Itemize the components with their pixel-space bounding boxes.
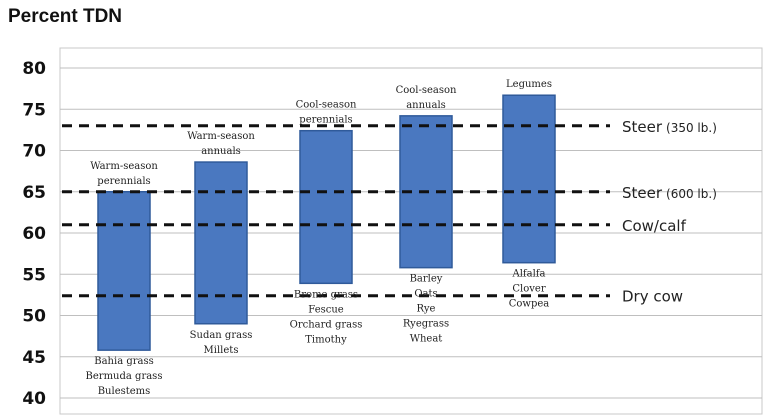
category-top-label: Cool-season <box>296 100 357 111</box>
category-bottom-label: Bermuda grass <box>86 371 163 382</box>
reference-line-label: Steer (600 lb.) <box>622 184 717 202</box>
category-top-label: perennials <box>97 176 150 187</box>
category-top-label: Cool-season <box>396 85 457 96</box>
y-tick-label: 80 <box>22 59 46 79</box>
category-bottom-label: Alfalfa <box>512 269 546 280</box>
category-bottom-label: Orchard grass <box>290 319 363 330</box>
category-top-label: Warm-season <box>90 161 158 172</box>
category-top-label: annuals <box>406 100 446 111</box>
y-tick-label: 45 <box>22 348 46 368</box>
bar <box>194 161 248 325</box>
category-top-label: perennials <box>299 115 352 126</box>
reference-line-label: Steer (350 lb.) <box>622 118 717 136</box>
category-top-label: annuals <box>201 146 241 157</box>
reference-lines: Steer (350 lb.) Steer (600 lb.) Cow/calf Dry … <box>62 118 717 306</box>
reference-line-label: Cow/calf <box>622 217 687 235</box>
bar <box>502 94 556 264</box>
category-bottom-label: Timothy <box>305 334 347 345</box>
category-bottom-label: Brome grass <box>294 289 358 300</box>
y-tick-label: 65 <box>22 183 46 203</box>
category-bottom-label: Clover <box>512 284 545 295</box>
category-bottom-label: Sudan grass <box>190 330 253 341</box>
category-top-label: Warm-season <box>187 131 255 142</box>
bar <box>97 191 151 351</box>
chart-title: Percent TDN <box>8 6 123 27</box>
category-bottom-label: Rye <box>417 304 436 315</box>
category-bottom-label: Fescue <box>308 304 343 315</box>
category-top-label: Legumes <box>506 79 552 90</box>
category-bottom-label: Cowpea <box>509 299 550 310</box>
category-bottom-label: Barley <box>410 274 443 285</box>
category-bottom-label: Oats <box>414 289 437 300</box>
category-bottom-label: Bahia grass <box>94 356 154 367</box>
y-tick-label: 50 <box>22 307 46 327</box>
y-tick-label: 60 <box>22 224 46 244</box>
y-tick-label: 75 <box>22 100 46 120</box>
category-bottom-label: Ryegrass <box>403 319 449 330</box>
reference-line-label: Dry cow <box>622 288 683 306</box>
category-labels: Warm-season perennials Bahia grass Bermuda … <box>86 79 552 397</box>
y-tick-labels: 40 45 50 55 60 65 70 75 80 <box>22 59 46 409</box>
category-bottom-label: Bulestems <box>98 386 151 397</box>
y-tick-label: 40 <box>22 389 46 409</box>
y-tick-label: 55 <box>22 265 46 285</box>
category-bottom-label: Wheat <box>410 334 443 345</box>
y-tick-label: 70 <box>22 142 46 162</box>
bar <box>299 129 353 285</box>
category-bottom-label: Millets <box>204 345 239 356</box>
